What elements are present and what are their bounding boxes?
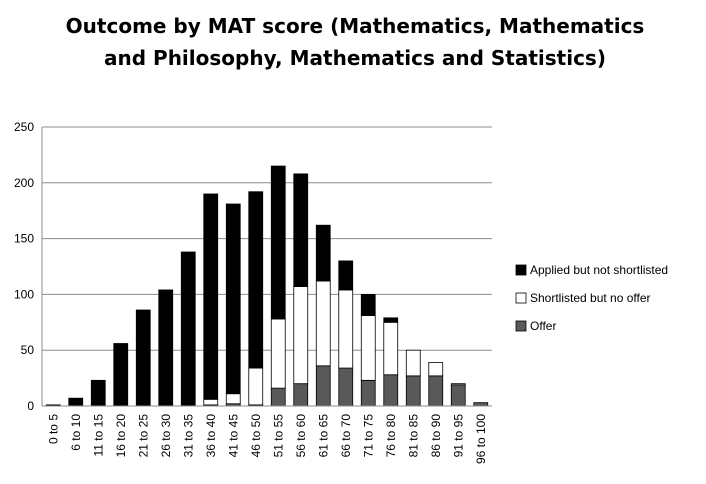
bar-segment	[248, 367, 264, 406]
x-tick-label: 86 to 90	[429, 414, 443, 458]
x-tick-label: 16 to 20	[114, 414, 128, 458]
x-tick-label: 36 to 40	[204, 414, 218, 458]
legend-swatch	[515, 264, 527, 276]
bar-segment	[405, 375, 421, 407]
x-tick-label: 31 to 35	[181, 414, 195, 458]
bar-segment	[225, 203, 241, 395]
legend-label: Offer	[530, 319, 556, 333]
y-tick-label: 100	[14, 287, 34, 301]
bar-segment	[428, 375, 444, 407]
y-tick-label: 50	[21, 343, 35, 357]
bar-segment	[338, 367, 354, 407]
x-tick-label: 46 to 50	[249, 414, 263, 458]
axes	[41, 127, 492, 407]
y-tick-label: 0	[27, 399, 34, 413]
x-tick-label: 41 to 45	[226, 414, 240, 458]
legend: Applied but not shortlisted Shortlisted b…	[515, 263, 668, 333]
legend-swatch	[515, 292, 527, 304]
bar-segment	[270, 165, 286, 320]
bar-segment	[338, 289, 354, 369]
x-tick-labels: 0 to 5 6 to 10 11 to 15 16 to 20 21 to 25 26 …	[46, 414, 488, 464]
x-tick-label: 81 to 85	[406, 414, 420, 458]
bar-segment	[360, 315, 376, 381]
bar-segment	[90, 379, 106, 407]
y-tick-label: 150	[14, 232, 34, 246]
bar-segment	[203, 398, 219, 406]
bar-segment	[270, 318, 286, 389]
bar-segment	[383, 317, 399, 323]
bar-segment	[450, 384, 466, 407]
bar-segment	[315, 280, 331, 367]
x-tick-label: 96 to 100	[474, 414, 488, 464]
x-tick-label: 61 to 65	[316, 414, 330, 458]
bar-segment	[360, 379, 376, 407]
bar-segment	[473, 402, 489, 407]
x-tick-label: 51 to 55	[271, 414, 285, 458]
legend-label: Applied but not shortlisted	[530, 263, 668, 277]
bar-segment	[203, 193, 219, 400]
x-tick-label: 0 to 5	[46, 414, 60, 444]
y-tick-label: 250	[14, 120, 34, 134]
x-tick-label: 76 to 80	[384, 414, 398, 458]
chart-title: Outcome by MAT score (Mathematics, Mathe…	[65, 14, 645, 70]
x-tick-label: 11 to 15	[91, 414, 105, 457]
bar-segment	[360, 293, 376, 317]
bar-segment	[315, 224, 331, 282]
legend-swatch	[515, 320, 527, 332]
bar-segment	[293, 383, 309, 407]
bar-segment	[428, 362, 444, 377]
x-tick-label: 21 to 25	[136, 414, 150, 458]
bar-segment	[248, 191, 264, 369]
x-tick-label: 91 to 95	[451, 414, 465, 458]
bar-segment	[338, 260, 354, 291]
bar-segment	[405, 349, 421, 377]
x-tick-label: 6 to 10	[69, 414, 83, 451]
x-tick-label: 56 to 60	[294, 414, 308, 458]
bar-segment	[293, 286, 309, 385]
x-tick-label: 26 to 30	[159, 414, 173, 458]
bar-segment	[225, 393, 241, 405]
bar-segment	[68, 397, 84, 407]
bar-segment	[383, 374, 399, 407]
gridlines	[42, 126, 492, 407]
legend-label: Shortlisted but no offer	[530, 291, 651, 305]
bar-segment	[450, 383, 466, 386]
bars	[45, 165, 489, 407]
bar-segment	[293, 173, 309, 287]
bar-segment	[180, 251, 196, 407]
bar-segment	[315, 365, 331, 407]
bar-segment	[158, 289, 174, 407]
bar-segment	[383, 321, 399, 376]
bar-segment	[270, 387, 286, 407]
y-tick-labels: 0 50 100 150 200 250	[14, 120, 34, 413]
bar-segment	[113, 343, 129, 407]
bar-segment	[135, 309, 151, 407]
x-tick-label: 66 to 70	[339, 414, 353, 458]
x-tick-label: 71 to 75	[361, 414, 375, 458]
y-tick-label: 200	[14, 176, 34, 190]
